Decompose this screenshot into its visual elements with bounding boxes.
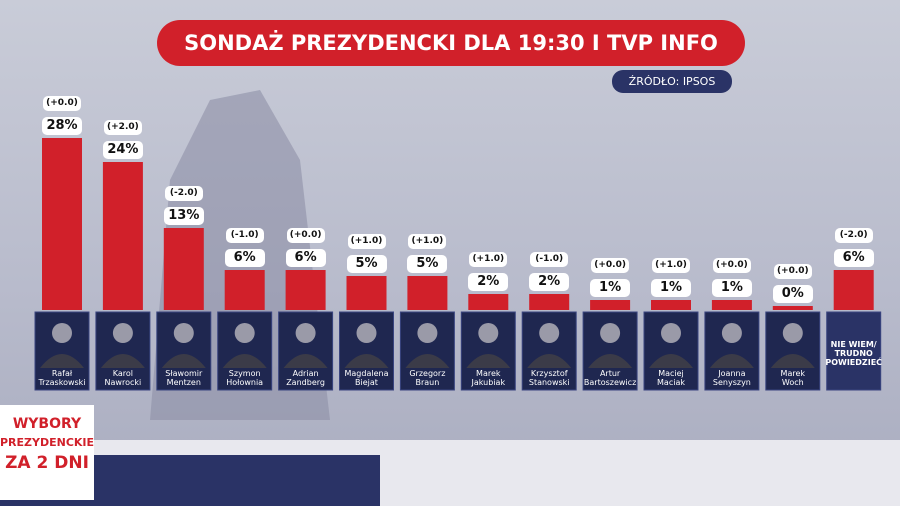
photo-head	[295, 323, 316, 343]
photo-head	[478, 323, 499, 343]
candidate-name: Magdalena Biejat	[344, 369, 389, 387]
photo-body	[405, 354, 450, 368]
bar	[651, 300, 691, 310]
value-label: 5%	[407, 255, 448, 273]
photo-body	[100, 354, 145, 368]
candidate-name: Grzegorz Braun	[409, 369, 446, 387]
candidate-name: Krzysztof Stanowski	[528, 369, 570, 387]
photo-body	[466, 354, 511, 368]
candidate-name: Marek Woch	[780, 369, 806, 387]
title-pill	[157, 20, 745, 66]
photo-body	[770, 354, 815, 368]
source: ŹRÓDŁO: IPSOS	[629, 75, 716, 88]
change-label: (+1.0)	[408, 234, 447, 249]
photo-head	[173, 323, 194, 343]
bar	[529, 294, 570, 310]
candidate-name: Sławomir Mentzen	[165, 369, 203, 387]
candidate-name: Artur Bartoszewicz	[583, 369, 637, 387]
candidate-name: Rafał Trzaskowski	[38, 369, 86, 387]
bar	[346, 276, 387, 310]
bar	[833, 270, 874, 310]
photo-body	[709, 354, 754, 368]
change-label: (+2.0)	[103, 120, 142, 135]
photo-head	[52, 323, 72, 343]
value-label: 1%	[651, 279, 691, 297]
candidate-name: Szymon Hołownia	[226, 369, 264, 387]
photo-box	[826, 311, 882, 391]
photo-head	[721, 323, 742, 343]
change-label: (+0.0)	[773, 264, 812, 279]
change-label: (+0.0)	[43, 96, 81, 111]
bar	[102, 162, 143, 310]
badge-line: WYBORY	[13, 416, 82, 432]
value-label: 2%	[468, 273, 509, 291]
value-label: 13%	[163, 207, 204, 225]
change-label: (+1.0)	[652, 258, 690, 273]
candidate-name: Karol Nawrocki	[104, 369, 142, 387]
value-label: 28%	[42, 117, 82, 135]
photo-head	[112, 323, 133, 343]
photo-head	[661, 323, 681, 343]
change-label: (-1.0)	[225, 228, 264, 243]
photo-body	[344, 354, 389, 368]
change-label: (-2.0)	[164, 186, 203, 201]
bar	[163, 228, 204, 310]
bar	[407, 276, 448, 310]
candidate-name: Maciej Maciak	[657, 369, 685, 387]
photo-body	[649, 354, 693, 368]
change-label: (+0.0)	[286, 228, 325, 243]
photo-head	[417, 323, 438, 343]
badge-line: ZA 2 DNI	[5, 453, 89, 473]
bar	[468, 294, 509, 310]
candidate-name: NIE WIEM/ TRUDNO POWIEDZIEĆ	[825, 340, 883, 367]
bar	[772, 306, 813, 310]
value-label: 0%	[772, 285, 813, 303]
change-label: (+1.0)	[469, 252, 508, 267]
change-label: (-2.0)	[834, 228, 873, 243]
change-label: (+1.0)	[347, 234, 386, 249]
value-label: 24%	[102, 141, 143, 159]
value-label: 2%	[529, 273, 570, 291]
value-label: 1%	[590, 279, 631, 297]
photo-body	[527, 354, 572, 368]
photo-body	[283, 354, 328, 368]
value-label: 1%	[711, 279, 752, 297]
photo-head	[539, 323, 560, 343]
bar	[711, 300, 752, 310]
candidate-name: Joanna Senyszyn	[712, 369, 751, 387]
value-label: 6%	[224, 249, 265, 267]
value-label: 6%	[833, 249, 874, 267]
photo-body	[40, 354, 84, 368]
bar	[285, 270, 326, 310]
change-label: (+0.0)	[591, 258, 630, 273]
value-label: 6%	[285, 249, 326, 267]
source-pill	[612, 70, 732, 93]
change-label: (+0.0)	[712, 258, 751, 273]
bar	[224, 270, 265, 310]
badge-box	[0, 405, 94, 500]
badge-line: PREZYDENCKIE	[0, 436, 94, 449]
photo-head	[782, 323, 803, 343]
photo-head	[600, 323, 621, 343]
photo-body	[161, 354, 206, 368]
candidate-name: Adrian Zandberg	[286, 369, 325, 387]
photo-head	[234, 323, 255, 343]
photo-body	[588, 354, 633, 368]
bar	[42, 138, 82, 310]
candidate-name: Marek Jakubiak	[471, 369, 506, 387]
chart-title: SONDAŻ PREZYDENCKI DLA 19:30 I TVP INFO	[184, 30, 718, 55]
photo-head	[356, 323, 377, 343]
change-label: (-1.0)	[530, 252, 569, 267]
photo-body	[222, 354, 267, 368]
bar	[590, 300, 631, 310]
value-label: 5%	[346, 255, 387, 273]
